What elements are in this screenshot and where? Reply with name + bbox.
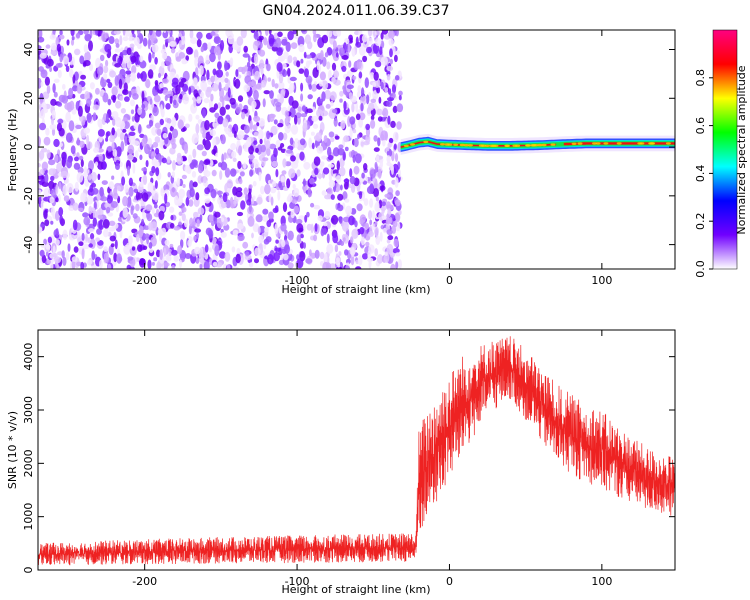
spectrogram-frame (37, 29, 676, 270)
x-tick-label: 100 (591, 274, 612, 287)
colorbar-label: Normalized spectral amplitude (735, 65, 748, 234)
colorbar-ticks: 0.0 0.2 0.4 0.6 0.8 (694, 69, 713, 278)
snr-series-line (38, 336, 675, 566)
x-tick-label: -100 (285, 274, 310, 287)
y-tick-label: -40 (22, 236, 35, 254)
x-tick-label: 100 (591, 575, 612, 588)
spectrogram-x-ticks: -200 -100 0 100 (132, 30, 612, 287)
snr-panel: -200 -100 0 100 0 1000 2000 3000 4000 Height of… (6, 329, 676, 596)
y-tick-label: 4000 (22, 343, 35, 371)
colorbar-tick-label: 0.2 (694, 212, 707, 230)
spectrogram-y-label: Frequency (Hz) (6, 109, 19, 192)
colorbar-tick-label: 0.8 (694, 69, 707, 87)
colorbar-tick-label: 0.0 (694, 260, 707, 278)
y-tick-label: 20 (22, 91, 35, 105)
colorbar-tick-label: 0.6 (694, 117, 707, 135)
y-tick-label: 0 (22, 567, 35, 574)
y-tick-label: 2000 (22, 449, 35, 477)
colorbar-tick-label: 0.4 (694, 165, 707, 183)
x-tick-label: 0 (446, 575, 453, 588)
snr-x-ticks: -200 -100 0 100 (132, 330, 612, 588)
y-tick-label: -20 (22, 187, 35, 205)
spectrogram-x-label: Height of straight line (km) (281, 283, 430, 296)
colorbar-scale (712, 29, 738, 270)
colorbar: 0.0 0.2 0.4 0.6 0.8 Normalized spectral ampl… (694, 29, 748, 278)
x-tick-label: -200 (132, 575, 157, 588)
figure-title: GN04.2024.011.06.39.C37 (263, 3, 450, 19)
snr-y-ticks: 0 1000 2000 3000 4000 (22, 343, 675, 574)
y-tick-label: 1000 (22, 503, 35, 531)
snr-y-label: SNR (10 * v/v) (6, 411, 19, 489)
y-tick-label: 3000 (22, 396, 35, 424)
x-tick-label: -200 (132, 274, 157, 287)
signal-band (400, 133, 675, 155)
y-tick-label: 0 (22, 144, 35, 151)
spectrogram-y-ticks: -40 -20 0 20 40 (22, 43, 675, 254)
snr-frame (37, 329, 676, 571)
noise-region (38, 30, 404, 269)
y-tick-label: 40 (22, 43, 35, 57)
x-tick-label: -100 (285, 575, 310, 588)
x-tick-label: 0 (446, 274, 453, 287)
snr-x-label: Height of straight line (km) (281, 583, 430, 596)
